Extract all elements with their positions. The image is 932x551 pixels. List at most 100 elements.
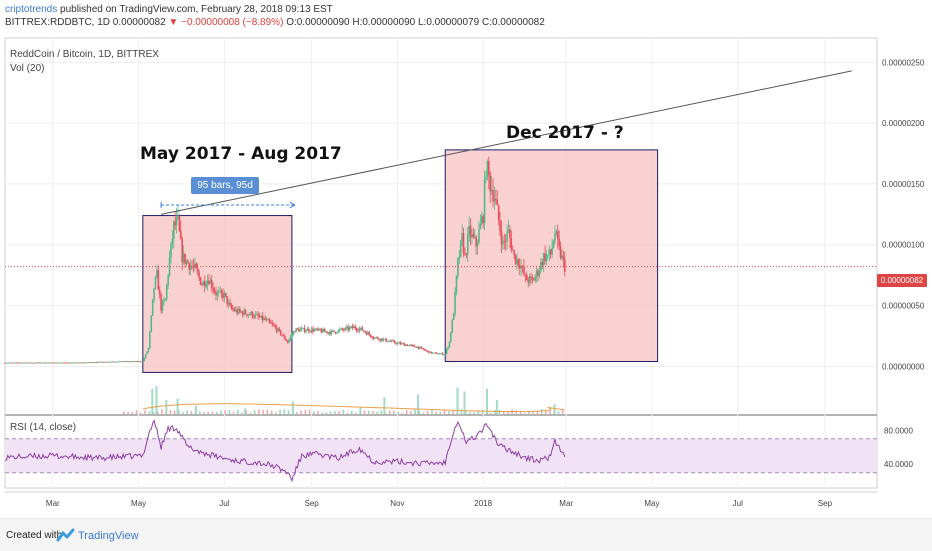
volume-bar	[186, 410, 189, 414]
candle-body	[16, 362, 19, 364]
candle-body	[361, 327, 364, 331]
candle-body	[416, 346, 418, 348]
volume-bar	[144, 410, 146, 414]
rsi-band	[5, 438, 877, 473]
chart-frame	[4, 37, 878, 416]
candle-body	[372, 337, 375, 339]
candle-body	[50, 362, 53, 364]
annotation-period1[interactable]: May 2017 - Aug 2017	[140, 144, 342, 164]
candle-body	[105, 361, 108, 363]
candle-body	[551, 247, 553, 255]
tradingview-brand-link[interactable]: TradingView	[78, 530, 139, 542]
drawing-tools	[5, 70, 877, 268]
main-legend: ReddCoin / Bitcoin, 1D, BITTREX	[10, 49, 159, 60]
candle-body	[19, 362, 22, 364]
candle-body	[106, 361, 109, 363]
volume-bar	[169, 409, 172, 414]
candle-body	[371, 336, 373, 338]
candle-body	[236, 309, 238, 314]
author-link[interactable]: criptotrends	[5, 4, 58, 15]
volume-bar	[549, 410, 551, 414]
volume-bar	[215, 412, 218, 414]
candle-body	[527, 280, 529, 283]
candle-body	[94, 362, 96, 364]
tradingview-logo-icon[interactable]	[56, 528, 76, 547]
candle-body	[33, 362, 36, 364]
measure-label[interactable]: 95 bars, 95d	[191, 177, 259, 194]
candle-body	[284, 335, 286, 340]
volume-bar	[367, 410, 370, 414]
high-value: 0.00000090	[362, 17, 416, 28]
candle-body	[188, 263, 191, 270]
candle-body	[341, 328, 344, 330]
candle-body	[149, 331, 151, 348]
candle-body	[261, 315, 264, 321]
time-axis-tick: 2018	[474, 499, 492, 508]
grid-layer	[5, 38, 877, 488]
price-axis-tick: 0.00000150	[882, 180, 925, 189]
candle-body	[15, 362, 18, 364]
candle-body	[347, 326, 349, 330]
candle-body	[198, 272, 200, 278]
candle-body	[351, 326, 354, 329]
candle-body	[396, 342, 399, 344]
candle-body	[563, 259, 566, 272]
candle-body	[514, 254, 517, 264]
candle-body	[268, 319, 271, 322]
candle-body	[417, 346, 420, 349]
candle-body	[272, 324, 275, 326]
annotation-period2[interactable]: Dec 2017 - ?	[506, 123, 624, 143]
volume-spike	[244, 408, 247, 414]
time-axis-tick: Jul	[219, 499, 229, 508]
volume-spike	[359, 407, 362, 414]
time-axis-tick: Sep	[304, 499, 319, 508]
candle-body	[455, 275, 458, 292]
candle-body	[253, 317, 255, 318]
candle-body	[517, 259, 520, 266]
candle-body	[251, 311, 254, 318]
candle-body	[80, 362, 82, 364]
candle-body	[4, 362, 6, 364]
volume-bar	[177, 410, 180, 414]
symbol-ohlc-line: BITTREX:RDDBTC, 1D 0.00000082 ▼ −0.00000…	[5, 16, 545, 29]
candle-body	[402, 343, 404, 345]
candle-body	[22, 362, 25, 364]
candle-body	[270, 321, 272, 324]
candle-body	[296, 328, 299, 330]
candle-body	[46, 362, 48, 364]
volume-spike	[194, 405, 197, 414]
candle-body	[115, 361, 117, 363]
measure-arrow	[289, 201, 296, 209]
candle-body	[419, 347, 421, 349]
candle-body	[482, 216, 484, 224]
price-chart[interactable]: 0.00000250 0.00000200 0.00000150 0.00000100…	[0, 0, 932, 518]
price-axis-tick: 0.00000200	[882, 119, 925, 128]
candle-body	[63, 362, 65, 364]
candle-body	[516, 259, 518, 264]
candle-body	[170, 242, 172, 258]
volume-bar	[190, 410, 193, 414]
volume-bar	[321, 412, 324, 414]
candle-body	[177, 215, 179, 218]
candle-body	[423, 349, 425, 350]
volume-bar	[346, 412, 349, 414]
volume-bar	[253, 410, 256, 414]
candle-body	[118, 361, 120, 363]
volume-bar	[393, 410, 395, 414]
candle-body	[327, 332, 330, 334]
candle-body	[74, 362, 77, 364]
candle-body	[205, 285, 207, 287]
volume-bar	[405, 410, 408, 414]
candle-body	[14, 362, 16, 364]
candle-body	[234, 309, 237, 311]
candle-body	[348, 327, 351, 330]
candle-body	[64, 362, 67, 364]
candle-body	[210, 280, 213, 288]
candle-body	[427, 350, 430, 353]
candle-body	[158, 289, 161, 295]
candle-body	[424, 349, 427, 351]
volume-bar	[540, 409, 543, 414]
volume-bar	[498, 409, 501, 414]
close-value: 0.00000082	[491, 17, 545, 28]
candle-body	[398, 342, 400, 344]
